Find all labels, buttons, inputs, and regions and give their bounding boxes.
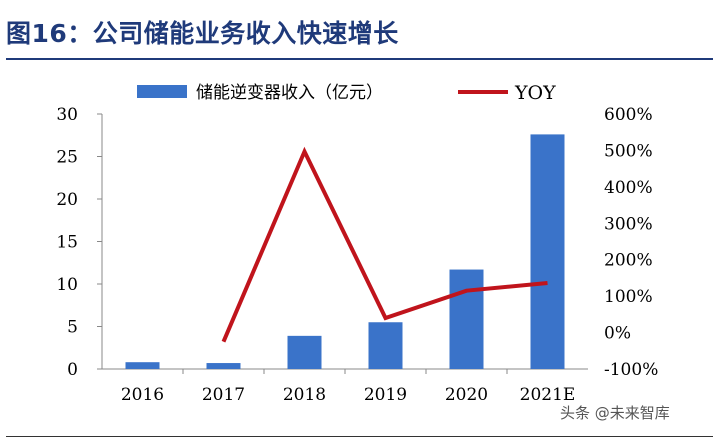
revenue-bar xyxy=(368,322,403,369)
y-right-tick-label: 500% xyxy=(604,141,653,161)
legend-label-bar: 储能逆变器收入（亿元） xyxy=(196,83,383,103)
y-left-tick-label: 25 xyxy=(56,148,78,168)
title-divider xyxy=(6,58,713,60)
x-tick-label: 2018 xyxy=(283,385,326,405)
y-left-tick-label: 15 xyxy=(56,233,78,253)
x-tick-label: 2017 xyxy=(202,385,245,405)
yoy-line xyxy=(221,146,548,343)
y-left-tick-label: 5 xyxy=(67,318,78,338)
legend-label-line: YOY xyxy=(514,82,556,104)
y-right-tick-label: 400% xyxy=(604,178,653,198)
revenue-bar xyxy=(530,134,565,369)
x-tick-label: 2021E xyxy=(520,385,576,405)
y-right-tick-label: 100% xyxy=(604,287,653,307)
bottom-divider xyxy=(6,436,713,437)
y-left-tick-label: 0 xyxy=(67,360,78,380)
revenue-bar xyxy=(287,335,322,369)
watermark: 头条 @未来智库 xyxy=(560,404,670,422)
y-right-tick-label: -100% xyxy=(604,360,658,380)
y-left-tick-label: 10 xyxy=(56,275,78,295)
revenue-bar xyxy=(449,269,484,369)
y-right-tick-label: 0% xyxy=(604,324,631,344)
legend-swatch-bar xyxy=(137,85,187,98)
revenue-bar xyxy=(125,362,160,369)
x-tick-label: 2016 xyxy=(121,385,164,405)
revenue-bar xyxy=(206,363,241,369)
y-left-tick-label: 30 xyxy=(56,105,78,125)
chart-title: 图16：公司储能业务收入快速增长 xyxy=(6,19,399,48)
y-right-tick-label: 600% xyxy=(604,105,653,125)
y-right-tick-label: 200% xyxy=(604,251,653,271)
x-tick-label: 2019 xyxy=(364,385,407,405)
x-tick-label: 2020 xyxy=(445,385,488,405)
y-left-tick-label: 20 xyxy=(56,190,78,210)
y-right-tick-label: 300% xyxy=(604,214,653,234)
